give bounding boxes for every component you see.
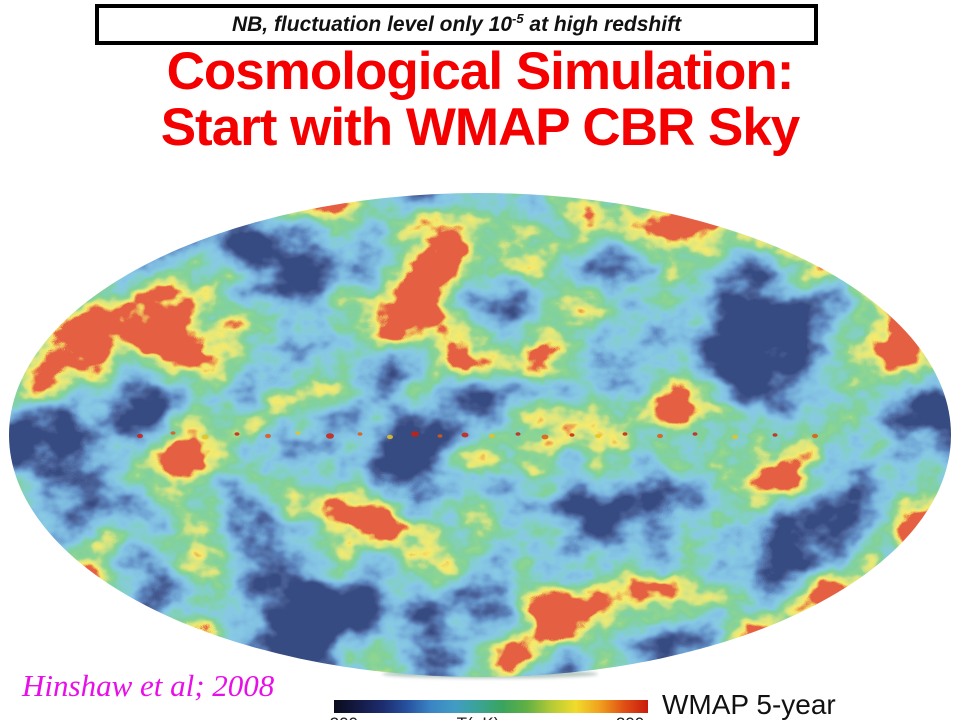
wmap-sky-map-image: [9, 193, 951, 679]
wmap-sky-map: [0, 190, 960, 687]
colorbar-gradient: [334, 700, 648, 713]
note-text-before: NB, fluctuation level only 10: [231, 12, 512, 36]
page-title: Cosmological Simulation: Start with WMAP…: [0, 44, 960, 156]
map-texture: [9, 193, 951, 677]
note-box: NB, fluctuation level only 10-5 at high …: [95, 4, 818, 45]
colorbar-max-label: 200: [600, 714, 660, 720]
title-line-1: Cosmological Simulation:: [166, 42, 795, 101]
colorbar-min-label: -200: [311, 714, 371, 720]
note-text-after: at high redshift: [523, 12, 682, 36]
galactic-plane-speckles: [137, 431, 818, 440]
colorbar-caption: WMAP 5-year: [662, 689, 836, 720]
note-superscript: -5: [512, 10, 524, 26]
citation-text: Hinshaw et al; 2008: [22, 668, 275, 703]
title-line-2: Start with WMAP CBR Sky: [160, 98, 801, 157]
note-text: NB, fluctuation level only 10-5 at high …: [231, 10, 682, 37]
colorbar-axis-label: T(μK): [448, 714, 508, 720]
